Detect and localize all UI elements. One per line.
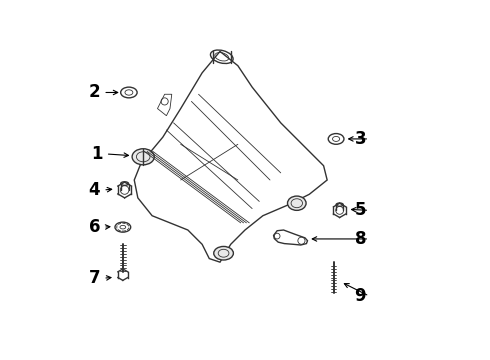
Ellipse shape xyxy=(132,149,154,165)
Text: 1: 1 xyxy=(91,145,102,163)
Polygon shape xyxy=(157,94,172,116)
Text: 5: 5 xyxy=(355,201,366,219)
Polygon shape xyxy=(134,51,327,262)
Text: 3: 3 xyxy=(355,130,366,148)
Ellipse shape xyxy=(214,247,233,260)
Text: 2: 2 xyxy=(88,84,100,102)
Text: 6: 6 xyxy=(89,218,100,236)
Polygon shape xyxy=(273,230,308,245)
Ellipse shape xyxy=(288,196,306,210)
Text: 7: 7 xyxy=(88,269,100,287)
Text: 4: 4 xyxy=(88,181,100,199)
Text: 8: 8 xyxy=(355,230,366,248)
Text: 9: 9 xyxy=(355,287,366,305)
